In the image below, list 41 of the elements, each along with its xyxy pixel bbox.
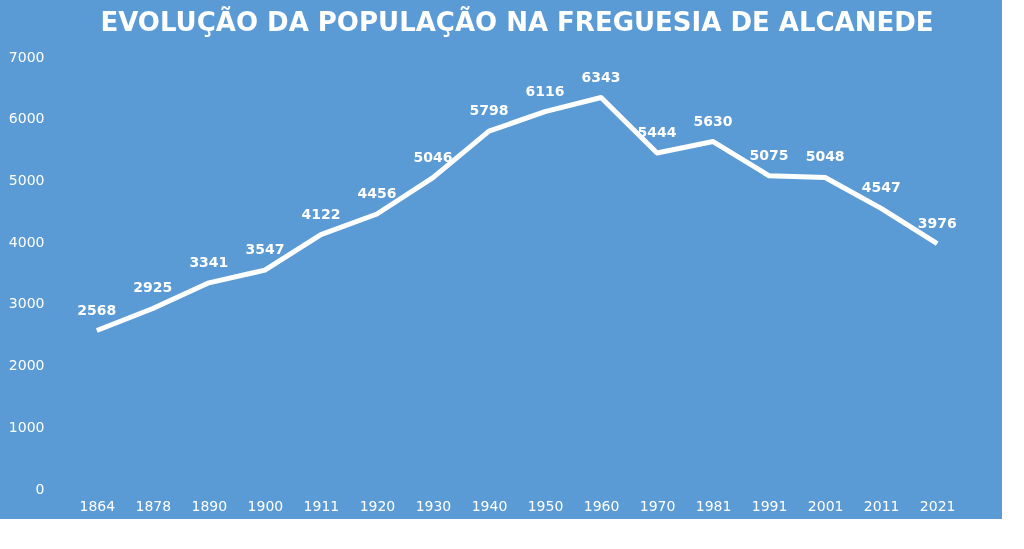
- x-tick-label: 1920: [359, 497, 396, 514]
- data-label: 2925: [133, 279, 173, 296]
- data-label: 6343: [581, 68, 621, 85]
- data-label: 5630: [693, 112, 733, 129]
- x-tick-label: 1950: [527, 497, 564, 514]
- data-label: 4547: [861, 179, 901, 196]
- x-tick-label: 2011: [863, 497, 900, 514]
- x-tick-label: 1911: [303, 497, 340, 514]
- y-tick-label: 1000: [8, 418, 45, 435]
- data-label: 5048: [805, 148, 845, 165]
- x-tick-label: 1878: [135, 497, 172, 514]
- x-tick-label: 2001: [807, 497, 844, 514]
- y-tick-label: 0: [35, 480, 45, 497]
- x-tick-label: 1991: [751, 497, 788, 514]
- data-label: 2568: [77, 301, 117, 318]
- data-label: 5444: [637, 124, 677, 141]
- x-tick-label: 1970: [639, 497, 676, 514]
- x-tick-label: 2021: [919, 497, 956, 514]
- data-label: 5798: [469, 102, 509, 119]
- x-tick-label: 1960: [583, 497, 620, 514]
- y-tick-label: 3000: [8, 295, 45, 312]
- data-label: 3976: [917, 214, 957, 231]
- y-tick-label: 2000: [8, 357, 45, 374]
- data-label: 5075: [749, 146, 789, 163]
- data-label: 4456: [357, 185, 397, 201]
- y-tick-label: 5000: [8, 171, 45, 188]
- x-tick-label: 1890: [191, 497, 228, 514]
- x-tick-label: 1864: [79, 497, 116, 514]
- x-tick-label: 1930: [415, 497, 452, 514]
- data-label: 5046: [413, 148, 453, 165]
- data-label: 3341: [189, 253, 229, 270]
- x-tick-label: 1900: [247, 497, 284, 514]
- y-tick-label: 7000: [8, 48, 45, 65]
- y-tick-label: 4000: [8, 233, 45, 250]
- chart-title: EVOLUÇÃO DA POPULAÇÃO NA FREGUESIA DE ALCANEDE: [100, 6, 934, 37]
- data-label: 3547: [245, 241, 285, 258]
- x-tick-label: 1940: [471, 497, 508, 514]
- data-label: 6116: [525, 82, 565, 99]
- y-tick-label: 6000: [8, 110, 45, 127]
- data-label: 4122: [301, 205, 341, 222]
- x-tick-label: 1981: [695, 497, 732, 514]
